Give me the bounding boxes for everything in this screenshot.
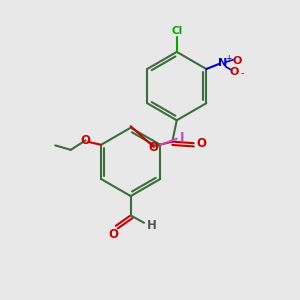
Text: O: O — [108, 228, 118, 241]
Text: -: - — [241, 68, 244, 79]
Text: O: O — [232, 56, 242, 66]
Text: Cl: Cl — [171, 26, 182, 36]
Text: I: I — [180, 131, 184, 144]
Text: O: O — [230, 67, 239, 77]
Text: N: N — [218, 58, 227, 68]
Text: O: O — [149, 140, 159, 154]
Text: O: O — [197, 137, 207, 150]
Text: +: + — [225, 54, 231, 63]
Text: O: O — [81, 134, 91, 147]
Text: H: H — [147, 219, 157, 232]
